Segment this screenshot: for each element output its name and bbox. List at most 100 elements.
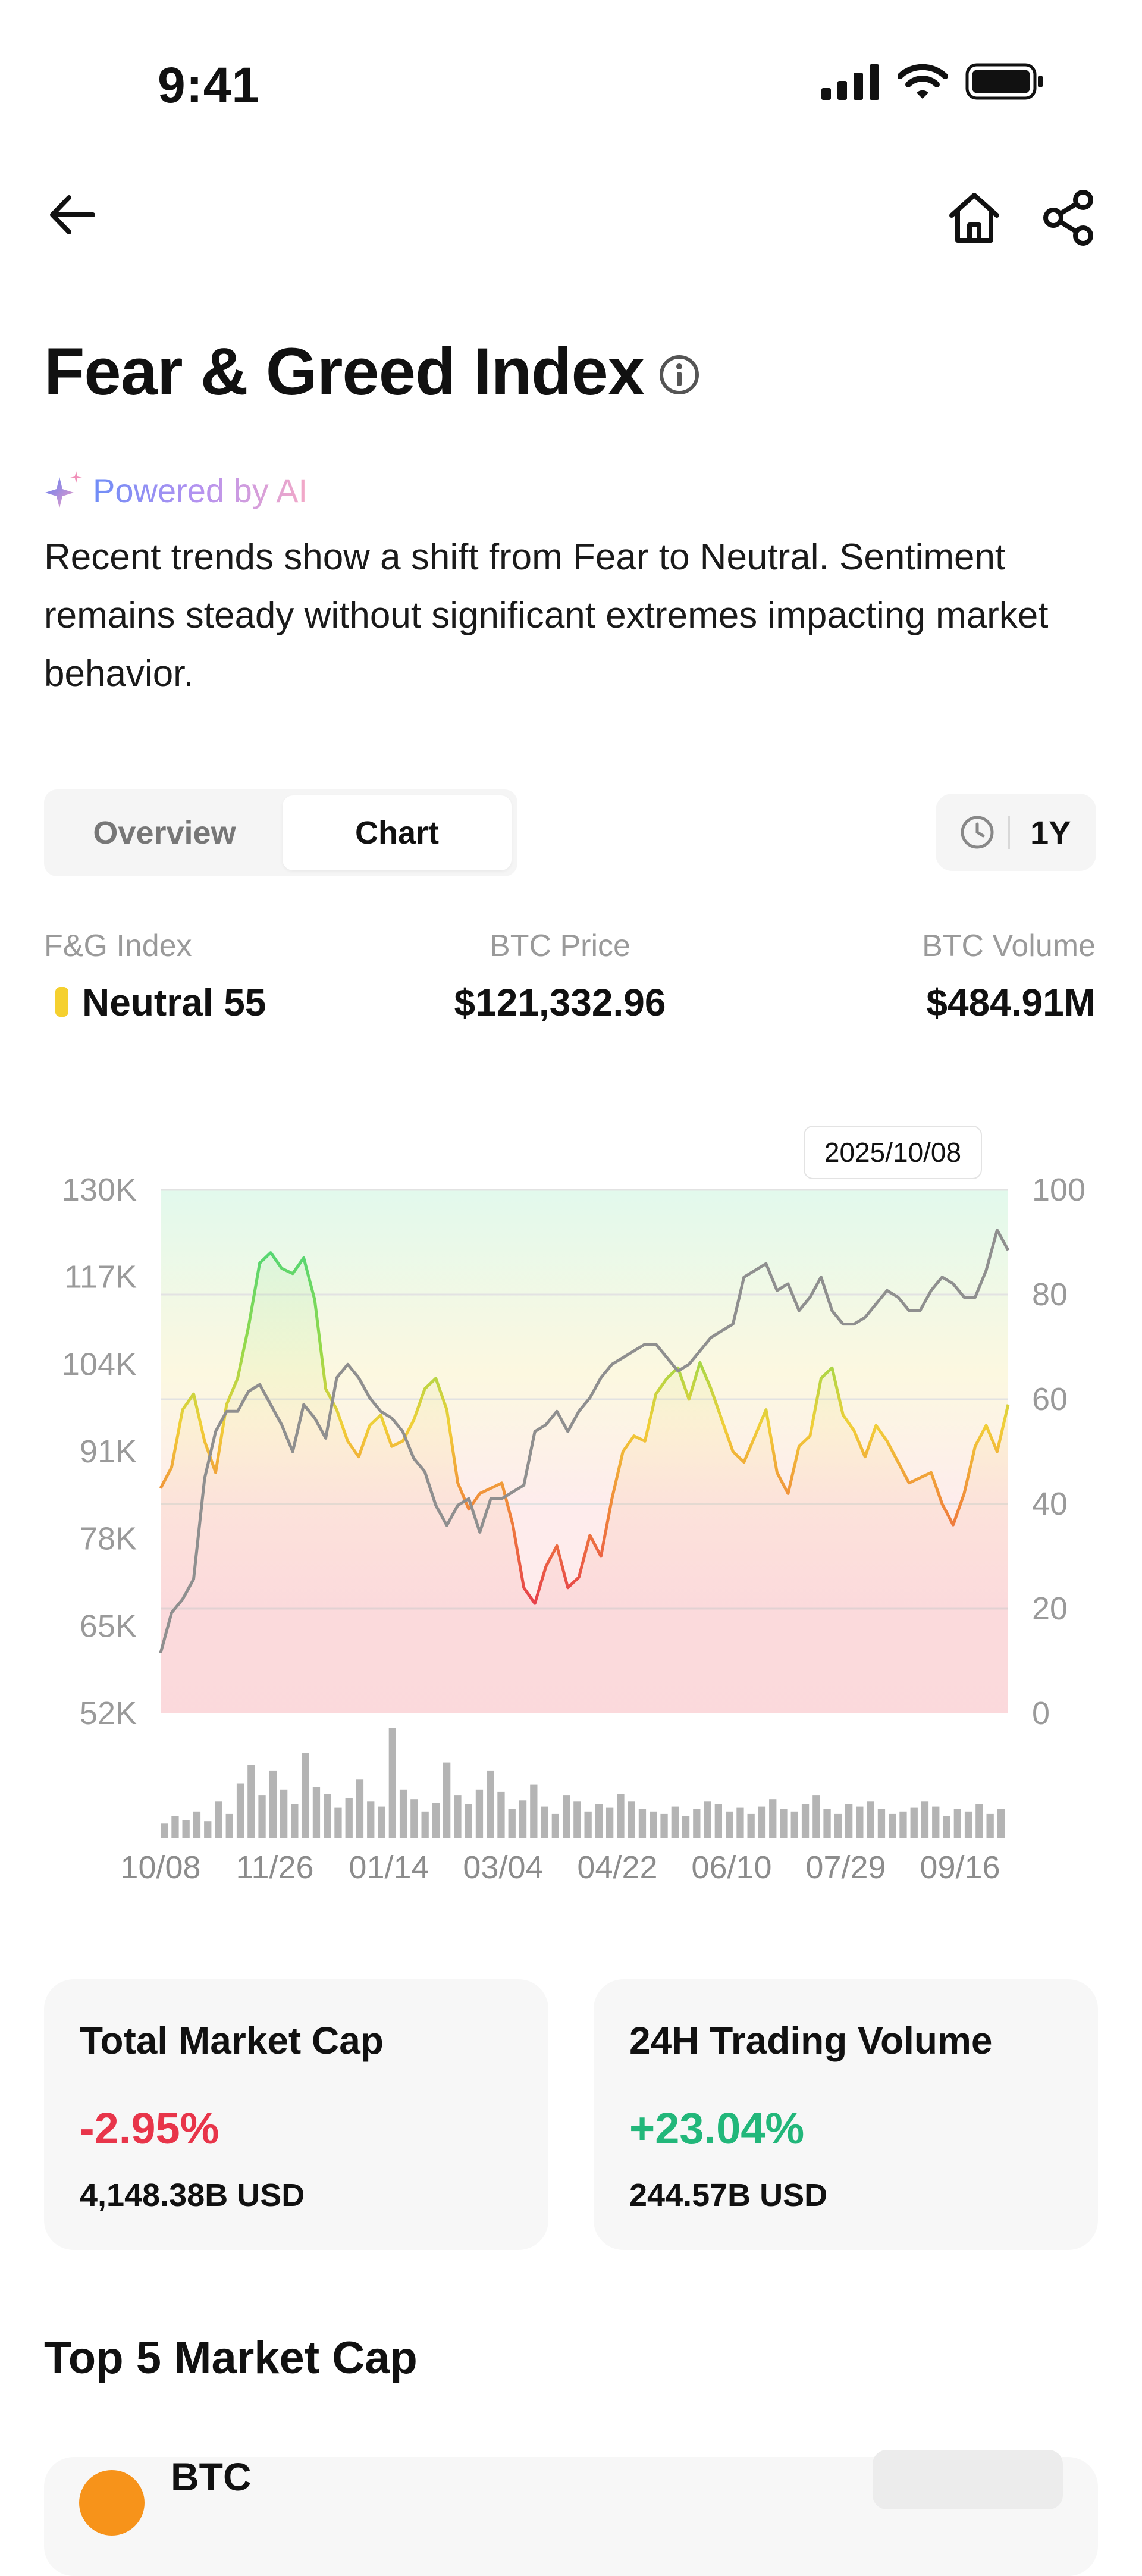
volume-bar [410, 1799, 418, 1838]
volume-bar [975, 1804, 983, 1838]
right-tick-label: 40 [1032, 1486, 1068, 1522]
volume-bar [215, 1801, 222, 1838]
ai-summary: Recent trends show a shift from Fear to … [44, 537, 1049, 694]
volume-bar [628, 1801, 635, 1838]
volume-bar [269, 1770, 277, 1838]
volume-bar [487, 1770, 494, 1838]
volume-bar [193, 1811, 201, 1838]
right-axis: 100 80 60 40 20 0 [1032, 1172, 1085, 1731]
page-title: Fear & Greed Index [44, 334, 645, 409]
range-label: 1Y [1030, 813, 1071, 851]
top5-section-title: Top 5 Market Cap [44, 2333, 418, 2383]
volume-bar [736, 1807, 744, 1838]
chart-date-tooltip: 2025/10/08 [804, 1126, 982, 1179]
right-tick-label: 60 [1032, 1381, 1068, 1417]
back-arrow-icon[interactable] [45, 188, 99, 242]
volume-bar [573, 1801, 581, 1838]
left-tick-label: 117K [64, 1259, 137, 1295]
left-tick-label: 78K [80, 1521, 137, 1557]
left-tick-label: 130K [62, 1172, 137, 1208]
trading-volume-card[interactable]: 24H Trading Volume +23.04% 244.57B USD [594, 1979, 1098, 2250]
share-icon[interactable] [1039, 188, 1099, 247]
volume-bar [421, 1811, 429, 1838]
status-time: 9:41 [158, 57, 261, 113]
x-tick-label: 04/22 [577, 1850, 657, 1885]
volume-bar [497, 1791, 505, 1838]
clock-icon [961, 816, 994, 849]
card-change: -2.95% [80, 2104, 219, 2153]
volume-bar [530, 1784, 538, 1838]
volume-bar [595, 1804, 603, 1838]
view-segmented-control: Overview Chart [44, 789, 517, 876]
volume-bar [225, 1813, 233, 1838]
btc-price-line [159, 1229, 1010, 1654]
volume-bar [465, 1804, 472, 1838]
wifi-icon [898, 64, 948, 99]
volume-bar [258, 1795, 266, 1838]
volume-bar [714, 1804, 722, 1838]
x-axis: 10/08 11/26 01/14 03/04 04/22 06/10 07/29 09/16 [120, 1850, 1000, 1885]
home-icon[interactable] [945, 188, 1004, 247]
range-selector[interactable]: 1Y [936, 794, 1096, 871]
right-tick-label: 80 [1032, 1277, 1068, 1312]
volume-bar [617, 1794, 625, 1838]
volume-bar [638, 1809, 647, 1838]
volume-bar [334, 1807, 342, 1838]
volume-bar [475, 1789, 484, 1838]
battery-icon [965, 63, 1043, 100]
volume-bar [780, 1809, 788, 1838]
volume-bar [823, 1809, 831, 1838]
info-icon[interactable] [658, 354, 700, 396]
x-tick-label: 09/16 [920, 1850, 1000, 1885]
volume-bar [312, 1787, 321, 1838]
volume-bar [682, 1816, 690, 1838]
volume-bar [910, 1807, 918, 1838]
volume-bar [563, 1795, 570, 1838]
volume-bar [280, 1789, 288, 1838]
left-tick-label: 91K [80, 1434, 137, 1469]
volume-bar [867, 1801, 874, 1838]
trade-button[interactable] [873, 2450, 1063, 2509]
volume-bar [953, 1809, 961, 1838]
volume-bar [541, 1806, 548, 1838]
sentiment-color-bar [55, 987, 68, 1017]
tab-chart[interactable]: Chart [283, 795, 512, 870]
volume-bar [845, 1804, 853, 1838]
volume-bar [161, 1823, 168, 1838]
volume-bar [693, 1809, 701, 1838]
volume-bar [943, 1816, 950, 1838]
volume-bar [834, 1813, 842, 1838]
card-title: Total Market Cap [80, 2019, 384, 2062]
volume-bar [247, 1765, 255, 1838]
btc-volume-value: $484.91M [926, 981, 1096, 1024]
total-market-cap-card[interactable]: Total Market Cap -2.95% 4,148.38B USD [44, 1979, 548, 2250]
volume-bar [443, 1762, 451, 1838]
ai-badge: Powered by AI [44, 470, 308, 510]
volume-bar [432, 1803, 440, 1838]
volume-bar [801, 1804, 810, 1838]
volume-bar [964, 1811, 972, 1838]
fg-index-value: Neutral 55 [82, 981, 266, 1024]
card-change: +23.04% [629, 2104, 805, 2153]
volume-bar [758, 1806, 766, 1838]
x-tick-label: 11/26 [236, 1850, 313, 1885]
fg-area [161, 1252, 1008, 1713]
left-tick-label: 65K [80, 1608, 137, 1644]
volume-bar [291, 1804, 299, 1838]
right-tick-label: 20 [1032, 1591, 1068, 1627]
fear-greed-chart[interactable]: 130K 117K 104K 91K 78K 65K 52K 100 80 60 40 20 0 10… [0, 1130, 1142, 1904]
tab-overview[interactable]: Overview [93, 815, 236, 851]
card-value: 4,148.38B USD [80, 2177, 305, 2213]
volume-bar [519, 1800, 527, 1838]
volume-bar [899, 1811, 907, 1838]
btc-coin-icon [79, 2470, 145, 2536]
volume-bar [204, 1821, 212, 1838]
volume-bar [302, 1753, 309, 1838]
card-value: 244.57B USD [629, 2177, 828, 2213]
right-tick-label: 0 [1032, 1696, 1050, 1731]
left-tick-label: 104K [62, 1346, 137, 1382]
volume-bar [790, 1811, 798, 1838]
coin-name: BTC [171, 2455, 252, 2499]
sparkle-icon [45, 471, 82, 508]
volume-bar [812, 1795, 820, 1838]
